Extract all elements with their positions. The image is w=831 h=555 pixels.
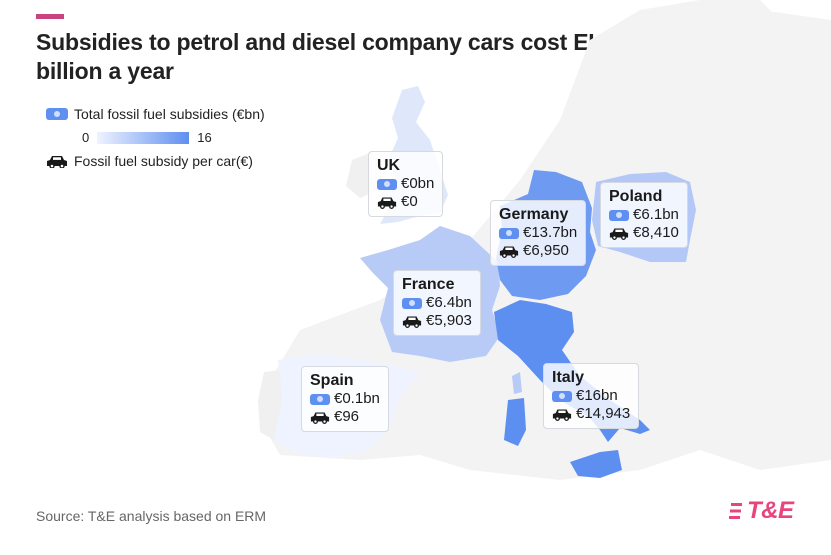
per-car-value: €6,950 [523, 242, 569, 259]
scale-gradient-bar [97, 131, 190, 144]
callout-germany: Germany €13.7bn €6,950 [490, 200, 587, 266]
car-icon [609, 228, 629, 240]
legend-per-car-row: Fossil fuel subsidy per car(€) [46, 151, 265, 171]
per-car-value: €14,943 [576, 405, 631, 422]
legend-subsidy-row: Total fossil fuel subsidies (€bn) [46, 104, 265, 124]
banknote-icon [310, 393, 330, 405]
country-corsica [512, 372, 522, 394]
subsidy-value: €16bn [576, 387, 618, 404]
callout-poland: Poland €6.1bn €8,410 [600, 182, 688, 248]
country-portugal [258, 370, 282, 440]
subsidy-value: €0.1bn [334, 390, 380, 407]
country-name: UK [377, 157, 401, 174]
country-italy-sicily [570, 450, 622, 478]
country-italy-sardinia [504, 398, 526, 446]
country-name: Spain [310, 372, 354, 389]
subsidy-value: €6.1bn [633, 206, 679, 223]
car-icon [402, 316, 422, 328]
banknote-icon [552, 390, 572, 402]
logo-stripes-icon [729, 503, 742, 519]
scale-max-label: 16 [197, 130, 212, 145]
car-icon [499, 246, 519, 258]
callout-uk: UK €0bn €0 [368, 151, 444, 217]
banknote-icon [499, 227, 519, 239]
banknote-icon [46, 108, 68, 120]
banknote-icon [402, 297, 422, 309]
callout-spain: Spain €0.1bn €96 [301, 366, 389, 432]
per-car-value: €0 [401, 193, 418, 210]
country-name: Poland [609, 188, 663, 205]
logo-text: T&E [747, 497, 794, 524]
subsidy-value: €6.4bn [426, 294, 472, 311]
color-scale: 0 16 [82, 130, 265, 145]
te-logo: T&E [729, 497, 794, 525]
subsidy-value: €13.7bn [523, 224, 578, 241]
car-icon [310, 412, 330, 424]
accent-bar [36, 14, 64, 19]
banknote-icon [609, 209, 629, 221]
callout-france: France €6.4bn €5,903 [393, 270, 481, 336]
per-car-value: €5,903 [426, 312, 472, 329]
car-icon [377, 197, 397, 209]
legend-per-car-label: Fossil fuel subsidy per car(€) [74, 153, 253, 169]
per-car-value: €96 [334, 408, 360, 425]
land-background-north [560, 0, 790, 160]
source-note: Source: T&E analysis based on ERM [36, 508, 267, 524]
country-name: Germany [499, 206, 569, 223]
banknote-icon [377, 178, 397, 190]
car-icon [552, 409, 572, 421]
country-name: France [402, 276, 455, 293]
country-name: Italy [552, 369, 585, 386]
map-legend: Total fossil fuel subsidies (€bn) 0 16 F… [46, 104, 265, 171]
legend-subsidy-label: Total fossil fuel subsidies (€bn) [74, 106, 265, 122]
callout-italy: Italy €16bn €14,943 [543, 363, 640, 429]
subsidy-value: €0bn [401, 175, 435, 192]
per-car-value: €8,410 [633, 224, 679, 241]
car-icon [47, 156, 67, 168]
scale-min-label: 0 [82, 130, 90, 145]
